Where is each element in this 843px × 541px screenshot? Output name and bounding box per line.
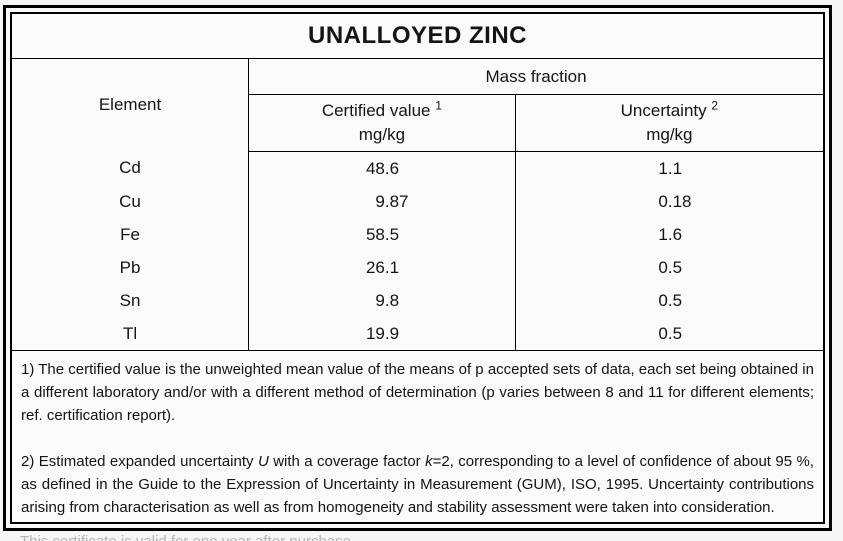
footnote-ref-2: 2 [711, 98, 719, 113]
uncertainty-value: 0.18 [515, 185, 824, 218]
numeric-value: 1.1 [658, 158, 683, 178]
table-row-cu: Cu 9.87 0.18 [11, 185, 824, 218]
numeric-value: 9.8 [375, 290, 400, 310]
certificate-table-frame: UNALLOYED ZINC Element Mass fraction Cer… [3, 5, 832, 531]
table-row-fe: Fe 58.5 1.6 [11, 218, 824, 251]
numeric-value: 0.5 [658, 323, 683, 343]
numeric-value: 0.5 [658, 257, 683, 277]
table-row-pb: Pb 26.1 0.5 [11, 251, 824, 284]
element-symbol: Sn [11, 284, 250, 317]
element-symbol: Tl [11, 317, 250, 351]
uncertainty-value: 0.5 [515, 251, 824, 284]
element-symbol: Cu [11, 185, 250, 218]
column-header-uncertainty: Uncertainty 2 mg/kg [515, 94, 824, 152]
footnotes-row: 1) The certified value is the unweighted… [11, 351, 824, 524]
numeric-value: 9.87 [375, 191, 409, 211]
certified-value-unit: mg/kg [358, 125, 406, 144]
certified-value: 48.6 [248, 151, 516, 185]
numeric-value: 26.1 [365, 257, 400, 277]
numeric-value: 48.6 [365, 158, 400, 178]
certified-value-label: Certified value [321, 101, 431, 120]
certified-values-table: UNALLOYED ZINC Element Mass fraction Cer… [10, 12, 825, 524]
table-row-sn: Sn 9.8 0.5 [11, 284, 824, 317]
table-title: UNALLOYED ZINC [11, 13, 824, 59]
column-group-header-mass-fraction: Mass fraction [248, 58, 824, 95]
uncertainty-value: 0.5 [515, 317, 824, 351]
footnote-1: 1) The certified value is the unweighted… [21, 361, 814, 424]
numeric-value: 19.9 [365, 323, 400, 343]
column-header-certified-value: Certified value 1 mg/kg [248, 94, 516, 152]
footnotes-cell: 1) The certified value is the unweighted… [11, 351, 824, 524]
certified-value: 19.9 [248, 317, 516, 351]
element-symbol: Pb [11, 251, 250, 284]
certified-value: 26.1 [248, 251, 516, 284]
column-header-element: Element [11, 58, 250, 152]
uncertainty-value: 0.5 [515, 284, 824, 317]
numeric-value: 0.18 [658, 191, 692, 211]
certified-value: 9.87 [248, 185, 516, 218]
element-symbol: Fe [11, 218, 250, 251]
uncertainty-label: Uncertainty [620, 101, 707, 120]
footnote-ref-1: 1 [435, 98, 442, 113]
numeric-value: 0.5 [658, 290, 683, 310]
group-header-row: Element Mass fraction [11, 58, 824, 152]
footnotes-text-block: 1) The certified value is the unweighted… [12, 351, 823, 519]
certified-value: 58.5 [248, 218, 516, 251]
validity-note-clipped: This certificate is valid for one year a… [20, 533, 355, 541]
numeric-value: 1.6 [658, 224, 683, 244]
element-symbol: Cd [11, 151, 250, 185]
footnote-2: 2) Estimated expanded uncertainty U with… [21, 453, 814, 516]
table-row-cd: Cd 48.6 1.1 [11, 151, 824, 186]
title-row: UNALLOYED ZINC [11, 13, 824, 59]
sub-header-row: Certified value 1 mg/kg Uncertainty 2 mg… [11, 94, 824, 152]
uncertainty-unit: mg/kg [646, 125, 693, 144]
uncertainty-value: 1.6 [515, 218, 824, 251]
numeric-value: 58.5 [365, 224, 400, 244]
certified-value: 9.8 [248, 284, 516, 317]
uncertainty-value: 1.1 [515, 152, 824, 186]
table-row-tl: Tl 19.9 0.5 [11, 317, 824, 351]
